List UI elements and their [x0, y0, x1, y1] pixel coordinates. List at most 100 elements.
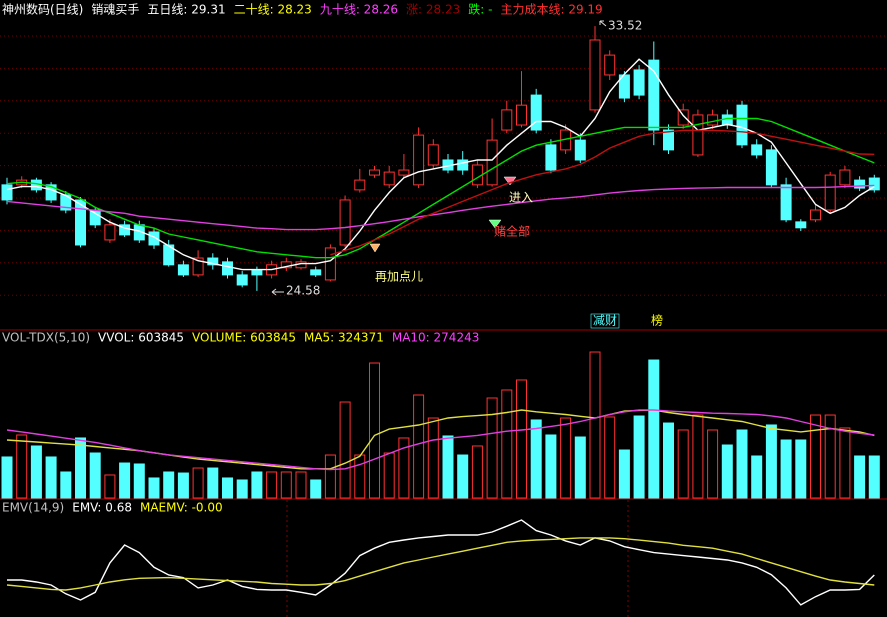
- volume-bar: [824, 414, 836, 499]
- volume-bar: [780, 439, 792, 499]
- candle-body: [104, 224, 116, 241]
- signal-diamond: [488, 219, 502, 229]
- volume-bar: [89, 452, 101, 499]
- volume-bar: [295, 471, 307, 499]
- layout: [0, 20, 887, 617]
- volume-bar: [618, 449, 630, 499]
- label-box: [590, 313, 620, 329]
- volume-bar: [736, 429, 748, 499]
- candle-body: [677, 109, 689, 126]
- volume-bar: [251, 471, 263, 499]
- candle-body: [339, 199, 351, 246]
- header-label: 二十线: 28.23: [234, 3, 312, 17]
- candle-body: [795, 221, 807, 229]
- candle-body: [589, 39, 601, 111]
- volume-bar: [398, 437, 410, 499]
- volume-bar: [60, 471, 72, 499]
- candle-body: [810, 209, 821, 221]
- header-label: 五日线: 29.31: [147, 3, 225, 17]
- candle-body: [736, 104, 748, 146]
- header-label: MA10: 274243: [392, 331, 480, 345]
- signal-diamond: [503, 176, 517, 186]
- volume-bar: [839, 427, 851, 499]
- candle-body: [324, 247, 336, 281]
- volume-bar: [574, 436, 586, 499]
- candle-body: [633, 69, 645, 96]
- volume-bar: [163, 471, 175, 499]
- header-label: 销魂买手: [91, 2, 139, 17]
- candle-body: [236, 274, 248, 286]
- candle-body: [530, 94, 542, 131]
- volume-bar: [663, 422, 674, 499]
- candle-body: [427, 144, 439, 166]
- ma-line: [6, 117, 875, 259]
- volume-bar: [339, 401, 351, 499]
- header-label: MA5: 324371: [304, 331, 384, 345]
- volume-bar: [45, 456, 57, 499]
- volume-bar: [457, 454, 469, 499]
- volume-bar: [310, 479, 322, 499]
- volume-bar: [692, 414, 704, 499]
- ma-line: [6, 184, 875, 231]
- candle-body: [177, 264, 189, 276]
- header-label: 主力成本线: 29.19: [500, 3, 602, 17]
- volume-bar: [486, 397, 498, 499]
- header-label: EMV(14,9): [2, 501, 64, 515]
- header-label: 九十线: 28.26: [320, 3, 398, 17]
- candle-body: [222, 261, 233, 276]
- volume-bar: [133, 463, 145, 499]
- volume-bar: [589, 351, 601, 499]
- volume-bar: [810, 414, 821, 499]
- header-label: MAEMV: -0.00: [140, 501, 223, 515]
- candle-body: [545, 144, 557, 171]
- header-label: EMV: 0.68: [72, 501, 132, 515]
- volume-bar: [207, 467, 219, 499]
- signal-diamond: [369, 243, 381, 253]
- candle-body: [765, 149, 777, 186]
- annotation: 33.52: [608, 19, 642, 33]
- volume-bar: [104, 474, 116, 499]
- candle-body: [751, 144, 763, 156]
- candle-body: [486, 139, 498, 186]
- candle-body: [854, 179, 866, 189]
- candle-body: [413, 134, 425, 186]
- candle-body: [119, 224, 131, 236]
- header-label: 神州数码(日线): [2, 2, 83, 17]
- candle-body: [604, 54, 616, 76]
- header-label: VOLUME: 603845: [192, 331, 296, 345]
- ma-line: [6, 409, 875, 471]
- candle-body: [354, 179, 366, 191]
- candle-body: [707, 114, 719, 126]
- candle-body: [398, 169, 410, 176]
- candle-body: [148, 231, 160, 246]
- candle-body: [721, 114, 733, 126]
- volume-bar: [751, 455, 763, 499]
- volume-bar: [560, 417, 572, 499]
- volume-bar: [721, 444, 733, 499]
- volume-bar: [119, 462, 131, 499]
- volume-bar: [148, 477, 160, 499]
- volume-bar: [192, 467, 204, 499]
- ma-line: [6, 537, 875, 591]
- volume-bar: [442, 435, 454, 499]
- arrow: [599, 20, 607, 27]
- annotation: 进入: [509, 191, 533, 205]
- candle-body: [574, 139, 586, 161]
- candle-body: [501, 109, 513, 131]
- volume-bar: [501, 389, 513, 499]
- candle-body: [383, 171, 395, 186]
- volume-bar: [854, 455, 866, 499]
- volume-bar: [545, 434, 557, 499]
- volume-bar: [516, 379, 527, 499]
- candle-body: [163, 244, 175, 266]
- candle-body: [310, 269, 322, 276]
- volume-bar: [413, 394, 425, 499]
- ma-line: [330, 129, 875, 256]
- volume-bar: [648, 359, 660, 499]
- volume-bar: [604, 416, 616, 499]
- header-label: 跌: -: [468, 2, 492, 17]
- candle-body: [868, 177, 880, 191]
- candle-body: [251, 269, 263, 276]
